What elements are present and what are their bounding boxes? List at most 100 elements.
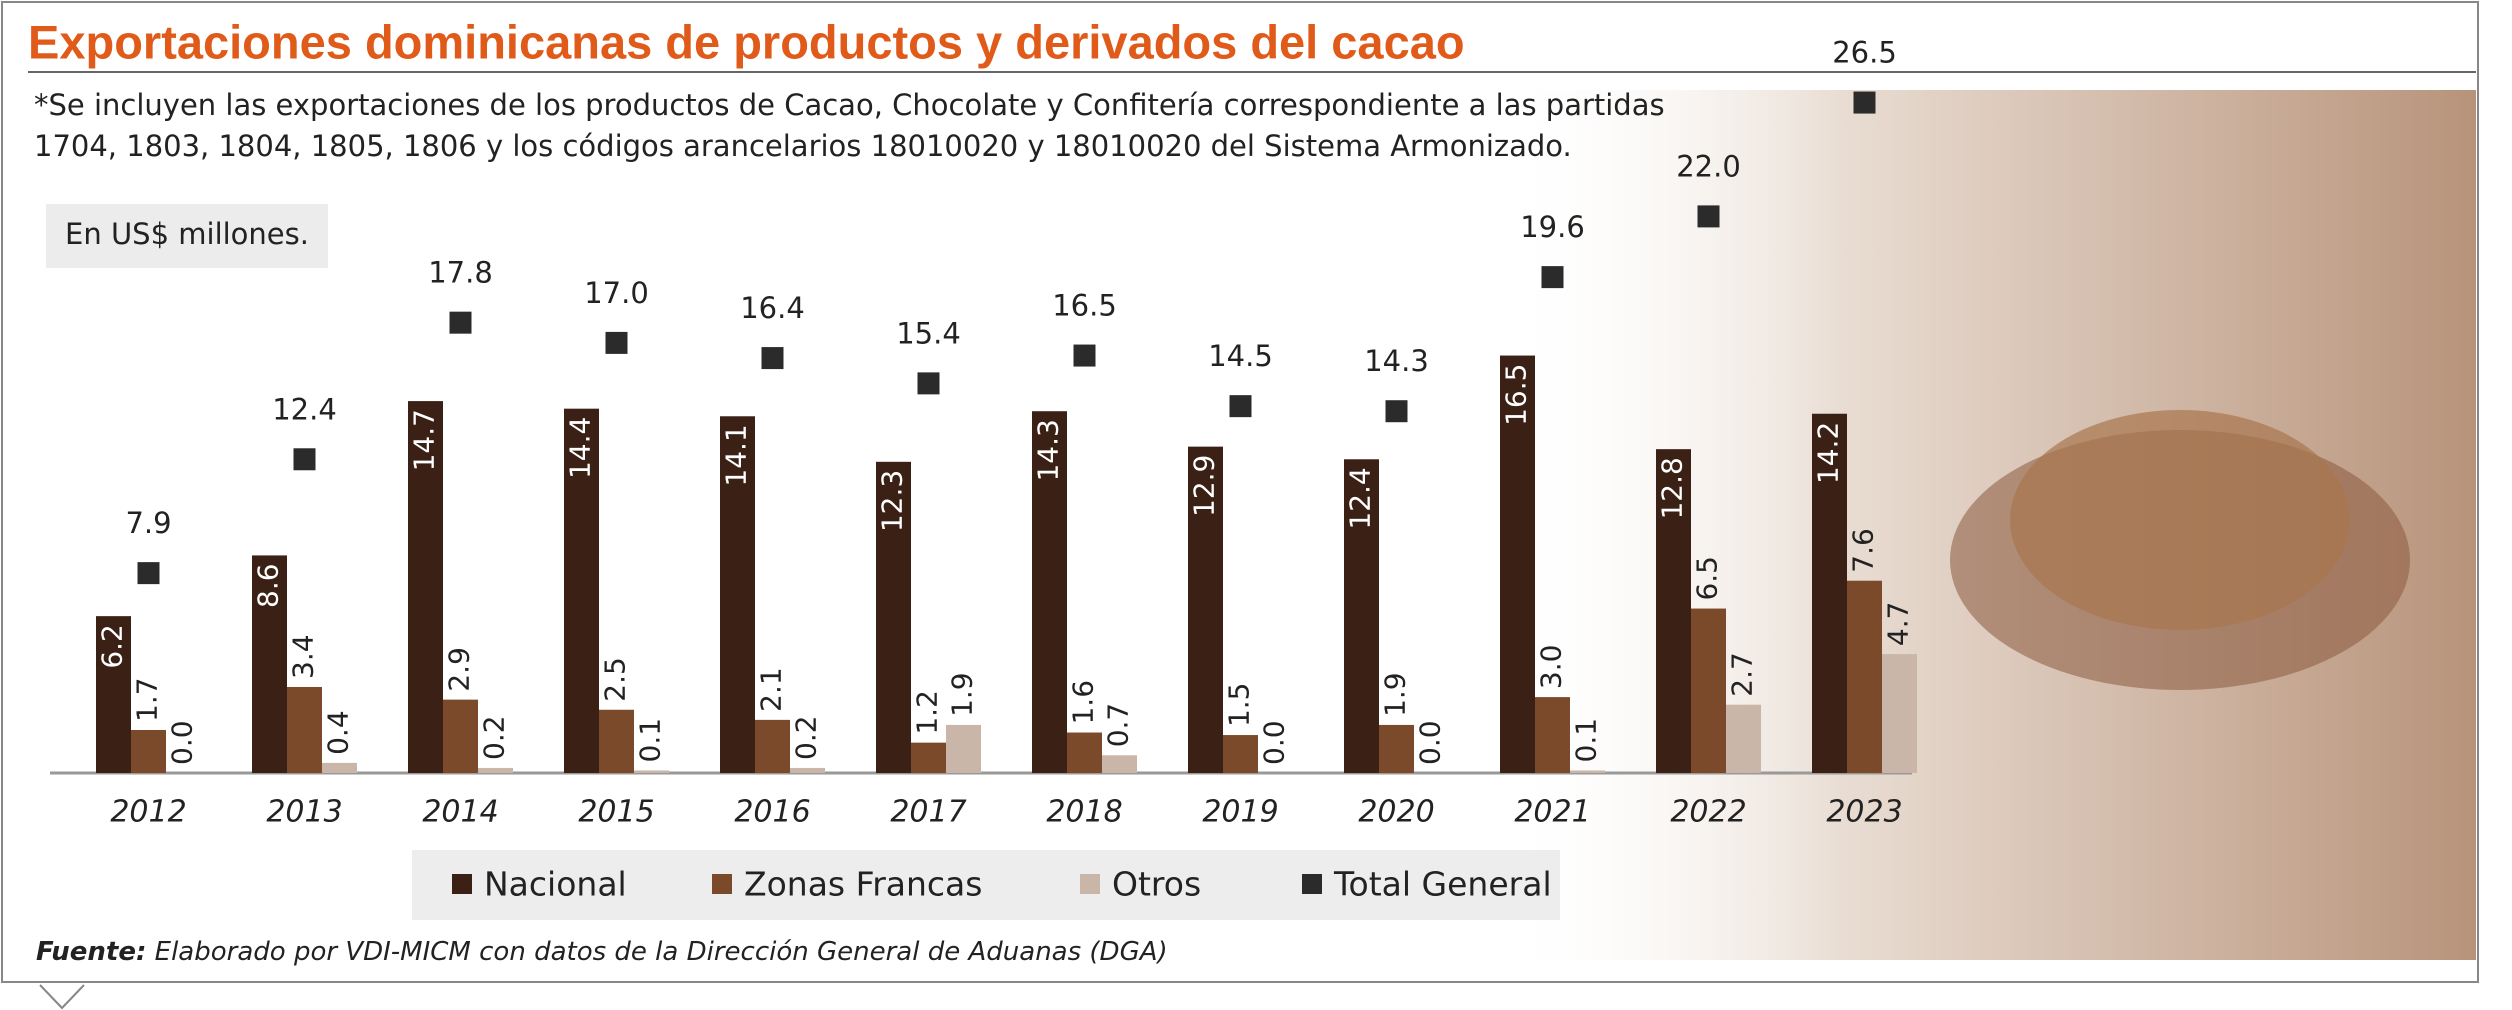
bar <box>131 729 166 773</box>
total-marker <box>137 562 160 585</box>
x-tick-label: 2016 <box>734 795 810 830</box>
total-marker <box>449 311 472 334</box>
bar <box>1847 580 1882 773</box>
data-label: 14.3 <box>1364 344 1429 378</box>
legend-label: Otros <box>1112 865 1201 904</box>
data-label: 12.4 <box>272 392 337 426</box>
bar <box>720 416 755 773</box>
bar <box>1570 770 1605 773</box>
data-label: 1.9 <box>1379 672 1412 717</box>
data-label: 16.5 <box>1500 364 1533 426</box>
x-tick-label: 2014 <box>422 795 498 830</box>
bar <box>564 408 599 773</box>
data-label: 4.7 <box>1882 602 1915 647</box>
total-marker <box>1697 205 1720 228</box>
bar <box>1102 755 1137 773</box>
legend-label: Zonas Francas <box>744 865 982 904</box>
bar <box>1067 732 1102 773</box>
cocoa-powder <box>2010 410 2350 630</box>
data-label: 15.4 <box>896 316 961 350</box>
total-marker <box>293 448 316 471</box>
data-label: 1.9 <box>946 672 979 717</box>
x-tick-label: 2021 <box>1514 795 1590 830</box>
data-label: 14.5 <box>1208 339 1273 373</box>
total-marker <box>1229 395 1252 418</box>
subtitle: 1704, 1803, 1804, 1805, 1806 y los códig… <box>34 129 1572 163</box>
data-label: 12.8 <box>1656 457 1689 519</box>
bar <box>1812 413 1847 773</box>
data-label: 14.4 <box>564 417 597 479</box>
data-label: 2.7 <box>1726 652 1759 697</box>
data-label: 0.0 <box>166 720 199 765</box>
data-label: 14.3 <box>1032 419 1065 481</box>
bar <box>287 686 322 773</box>
data-label: 17.0 <box>584 276 649 310</box>
legend-swatch <box>712 874 732 894</box>
bar <box>322 762 357 773</box>
total-marker <box>1073 344 1096 367</box>
total-marker <box>1385 400 1408 423</box>
total-marker <box>1853 91 1876 114</box>
subtitle: *Se incluyen las exportaciones de los pr… <box>34 88 1665 122</box>
bar <box>911 742 946 773</box>
data-label: 7.6 <box>1847 528 1880 573</box>
data-label: 1.7 <box>131 677 164 722</box>
data-label: 0.1 <box>1570 718 1603 763</box>
bar <box>1188 446 1223 773</box>
data-label: 0.2 <box>478 715 511 760</box>
data-label: 16.4 <box>740 291 805 325</box>
total-marker <box>917 372 940 395</box>
frame-notch <box>39 984 85 1010</box>
bar <box>1656 449 1691 773</box>
bar <box>478 767 513 773</box>
legend-swatch <box>1080 874 1100 894</box>
bar <box>1379 724 1414 773</box>
source: Fuente: Elaborado por VDI-MICM con datos… <box>36 937 1168 967</box>
data-label: 2.9 <box>443 647 476 692</box>
bar <box>1691 608 1726 773</box>
bar <box>1726 704 1761 773</box>
x-tick-label: 2012 <box>110 795 186 830</box>
data-label: 22.0 <box>1676 149 1741 183</box>
total-marker <box>761 347 784 370</box>
bar <box>599 709 634 773</box>
legend-swatch <box>1302 874 1322 894</box>
source-label: Fuente: <box>36 937 146 967</box>
legend-label: Total General <box>1333 865 1552 904</box>
bar <box>1882 654 1917 773</box>
bar <box>634 770 669 773</box>
bar <box>1032 411 1067 773</box>
total-marker <box>1541 266 1564 289</box>
data-label: 0.1 <box>634 718 667 763</box>
data-label: 0.7 <box>1102 703 1135 748</box>
data-label: 2.5 <box>599 657 632 702</box>
data-label: 6.2 <box>96 624 129 669</box>
bar <box>96 616 131 773</box>
bar <box>946 724 981 773</box>
total-marker <box>605 331 628 354</box>
bar <box>408 401 443 773</box>
bar <box>1223 735 1258 773</box>
data-label: 16.5 <box>1052 289 1117 323</box>
data-label: 1.6 <box>1067 680 1100 725</box>
data-label: 1.5 <box>1223 683 1256 728</box>
data-label: 0.2 <box>790 715 823 760</box>
data-label: 1.2 <box>911 690 944 735</box>
data-label: 7.9 <box>125 506 171 540</box>
data-label: 3.0 <box>1535 645 1568 690</box>
x-tick-label: 2017 <box>890 795 966 830</box>
data-label: 19.6 <box>1520 210 1585 244</box>
data-label: 0.4 <box>322 710 355 755</box>
bar <box>1500 355 1535 773</box>
data-label: 12.4 <box>1344 467 1377 529</box>
x-tick-label: 2022 <box>1670 795 1746 830</box>
legend-swatch <box>452 874 472 894</box>
source-text: Elaborado por VDI-MICM con datos de la D… <box>155 937 1168 967</box>
data-label: 26.5 <box>1832 36 1897 70</box>
x-tick-label: 2013 <box>266 795 342 830</box>
legend-label: Nacional <box>484 865 627 904</box>
legend <box>412 850 1560 920</box>
unit-box <box>46 204 328 268</box>
data-label: 14.1 <box>720 424 753 486</box>
